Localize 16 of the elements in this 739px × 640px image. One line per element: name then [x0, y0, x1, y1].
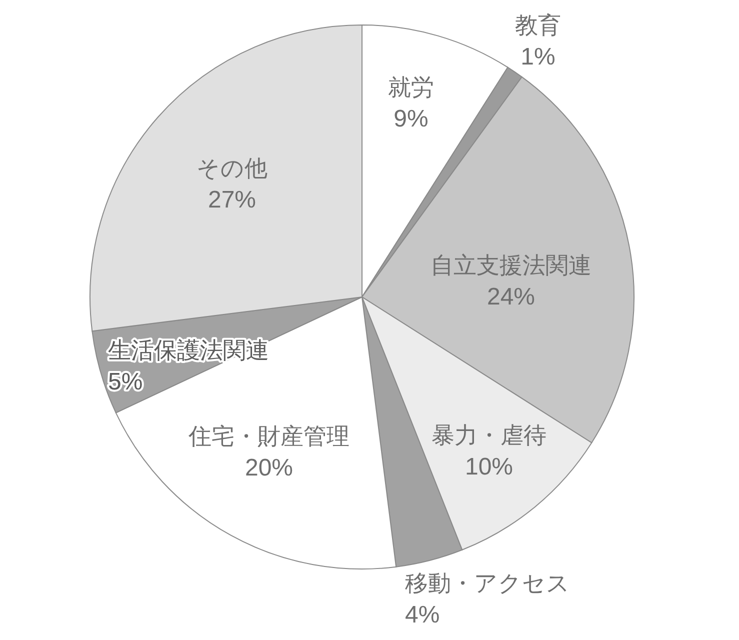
- slice-label: 暴力・虐待: [432, 423, 546, 449]
- data-label: 20%: [244, 454, 294, 482]
- slice-label: その他: [196, 156, 268, 182]
- slice-label: 就労: [388, 75, 434, 101]
- data-label: 10%: [464, 454, 514, 480]
- slice-label: 住宅・財産管理: [188, 424, 350, 450]
- data-label: 4%: [405, 602, 440, 628]
- data-label: 5%: [108, 368, 143, 396]
- slice-label: 生活保護法関連: [108, 338, 269, 364]
- slice-label: 自立支援法関連: [430, 253, 592, 279]
- data-label: 9%: [394, 106, 428, 132]
- data-label: 24%: [486, 284, 536, 310]
- slice-label: 移動・アクセス: [405, 571, 570, 597]
- data-label: 1%: [520, 44, 556, 70]
- data-label: 27%: [208, 186, 256, 214]
- slice-label: 教育: [515, 13, 561, 39]
